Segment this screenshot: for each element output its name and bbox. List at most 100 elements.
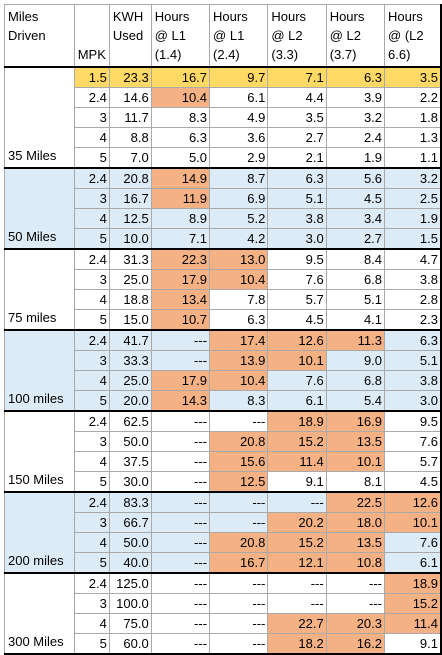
miles-group-label[interactable]: 100 miles <box>4 329 75 412</box>
hours-cell[interactable]: --- <box>267 491 327 513</box>
hours-cell[interactable]: --- <box>150 350 211 371</box>
mpk-cell[interactable]: 2.4 <box>73 248 110 270</box>
mpk-cell[interactable]: 3 <box>73 188 110 209</box>
hours-cell[interactable]: 3.8 <box>267 208 327 229</box>
hours-cell[interactable]: 3.0 <box>267 228 327 250</box>
mpk-cell[interactable]: 5 <box>73 552 110 574</box>
header-hours-l2-3-7[interactable]: Hours @ L2 (3.7) <box>325 4 386 68</box>
mpk-cell[interactable]: 4 <box>73 208 110 229</box>
kwh-cell[interactable]: 25.0 <box>108 269 152 290</box>
hours-cell[interactable]: 15.6 <box>209 451 269 472</box>
hours-cell[interactable]: 5.7 <box>267 289 327 310</box>
mpk-cell[interactable]: 5 <box>73 309 110 331</box>
hours-cell[interactable]: 6.1 <box>267 390 327 412</box>
kwh-cell[interactable]: 37.5 <box>108 451 152 472</box>
mpk-cell[interactable]: 3 <box>73 269 110 290</box>
hours-cell[interactable]: 7.1 <box>150 228 211 250</box>
mpk-cell[interactable]: 2.4 <box>73 572 110 594</box>
hours-cell[interactable]: 18.0 <box>325 512 386 533</box>
hours-cell[interactable]: 11.4 <box>384 613 442 634</box>
hours-cell[interactable]: 8.9 <box>150 208 211 229</box>
miles-group-label[interactable]: 50 Miles <box>4 167 75 250</box>
kwh-cell[interactable]: 31.3 <box>108 248 152 270</box>
hours-cell[interactable]: 1.9 <box>325 147 386 169</box>
mpk-cell[interactable]: 3 <box>73 512 110 533</box>
header-miles-driven[interactable]: Miles Driven <box>4 4 75 68</box>
hours-cell[interactable]: 5.7 <box>384 451 442 472</box>
hours-cell[interactable]: --- <box>209 593 269 614</box>
mpk-cell[interactable]: 2.4 <box>73 87 110 108</box>
hours-cell[interactable]: 12.6 <box>267 329 327 351</box>
mpk-cell[interactable]: 4 <box>73 289 110 310</box>
kwh-cell[interactable]: 23.3 <box>108 66 152 88</box>
hours-cell[interactable]: 6.3 <box>267 167 327 189</box>
hours-cell[interactable]: 16.7 <box>150 66 211 88</box>
hours-cell[interactable]: 1.1 <box>384 147 442 169</box>
hours-cell[interactable]: 9.7 <box>209 66 269 88</box>
hours-cell[interactable]: 6.1 <box>209 87 269 108</box>
kwh-cell[interactable]: 125.0 <box>108 572 152 594</box>
hours-cell[interactable]: 2.7 <box>267 127 327 148</box>
hours-cell[interactable]: 1.5 <box>384 228 442 250</box>
miles-group-label[interactable]: 35 Miles <box>4 66 75 169</box>
hours-cell[interactable]: --- <box>209 491 269 513</box>
hours-cell[interactable]: 13.5 <box>325 431 386 452</box>
miles-group-label[interactable]: 150 Miles <box>4 410 75 493</box>
hours-cell[interactable]: 10.4 <box>150 87 211 108</box>
hours-cell[interactable]: 9.5 <box>384 410 442 432</box>
kwh-cell[interactable]: 100.0 <box>108 593 152 614</box>
hours-cell[interactable]: 20.2 <box>267 512 327 533</box>
kwh-cell[interactable]: 11.7 <box>108 107 152 128</box>
header-hours-l1-2-4[interactable]: Hours @ L1 (2.4) <box>209 4 269 68</box>
hours-cell[interactable]: --- <box>150 633 211 655</box>
hours-cell[interactable]: 10.1 <box>325 451 386 472</box>
hours-cell[interactable]: 18.9 <box>384 572 442 594</box>
hours-cell[interactable]: 2.5 <box>384 188 442 209</box>
hours-cell[interactable]: 3.5 <box>267 107 327 128</box>
hours-cell[interactable]: 6.3 <box>209 309 269 331</box>
hours-cell[interactable]: 6.3 <box>384 329 442 351</box>
hours-cell[interactable]: 7.6 <box>384 431 442 452</box>
kwh-cell[interactable]: 12.5 <box>108 208 152 229</box>
hours-cell[interactable]: 5.2 <box>209 208 269 229</box>
hours-cell[interactable]: 11.9 <box>150 188 211 209</box>
hours-cell[interactable]: --- <box>150 552 211 574</box>
miles-group-label[interactable]: 200 miles <box>4 491 75 574</box>
hours-cell[interactable]: 3.8 <box>384 269 442 290</box>
hours-cell[interactable]: 4.2 <box>209 228 269 250</box>
hours-cell[interactable]: 18.2 <box>267 633 327 655</box>
hours-cell[interactable]: 11.3 <box>325 329 386 351</box>
header-mpk[interactable]: MPK <box>73 4 110 68</box>
hours-cell[interactable]: --- <box>150 613 211 634</box>
kwh-cell[interactable]: 75.0 <box>108 613 152 634</box>
hours-cell[interactable]: 7.6 <box>384 532 442 553</box>
hours-cell[interactable]: 4.1 <box>325 309 386 331</box>
hours-cell[interactable]: 4.4 <box>267 87 327 108</box>
hours-cell[interactable]: 12.1 <box>267 552 327 574</box>
header-kwh-used[interactable]: KWH Used <box>108 4 152 68</box>
mpk-cell[interactable]: 4 <box>73 127 110 148</box>
hours-cell[interactable]: 6.3 <box>325 66 386 88</box>
hours-cell[interactable]: 4.5 <box>325 188 386 209</box>
hours-cell[interactable]: 3.6 <box>209 127 269 148</box>
kwh-cell[interactable]: 50.0 <box>108 431 152 452</box>
hours-cell[interactable]: 7.6 <box>267 370 327 391</box>
hours-cell[interactable]: 22.3 <box>150 248 211 270</box>
hours-cell[interactable]: 9.5 <box>267 248 327 270</box>
mpk-cell[interactable]: 5 <box>73 390 110 412</box>
hours-cell[interactable]: 20.8 <box>209 431 269 452</box>
hours-cell[interactable]: --- <box>150 572 211 594</box>
hours-cell[interactable]: 4.5 <box>384 471 442 493</box>
hours-cell[interactable]: 16.7 <box>209 552 269 574</box>
mpk-cell[interactable]: 2.4 <box>73 410 110 432</box>
kwh-cell[interactable]: 15.0 <box>108 309 152 331</box>
hours-cell[interactable]: 4.9 <box>209 107 269 128</box>
mpk-cell[interactable]: 2.4 <box>73 491 110 513</box>
hours-cell[interactable]: 1.8 <box>384 107 442 128</box>
hours-cell[interactable]: 5.1 <box>325 289 386 310</box>
hours-cell[interactable]: 13.0 <box>209 248 269 270</box>
hours-cell[interactable]: 2.8 <box>384 289 442 310</box>
kwh-cell[interactable]: 66.7 <box>108 512 152 533</box>
mpk-cell[interactable]: 3 <box>73 431 110 452</box>
mpk-cell[interactable]: 2.4 <box>73 167 110 189</box>
